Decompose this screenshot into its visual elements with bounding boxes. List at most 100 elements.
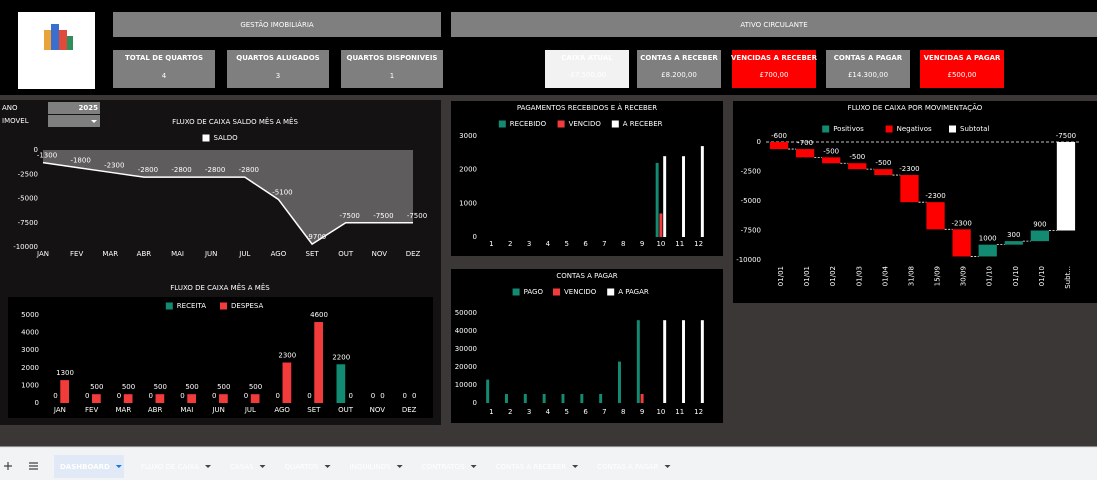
filter-box[interactable] — [48, 115, 100, 127]
sheet-list[interactable] — [29, 462, 38, 470]
filter-box[interactable] — [48, 102, 100, 114]
data-label: 1000 — [979, 235, 997, 243]
x-tick-label: AGO — [271, 250, 287, 258]
kpi-label: CAIXA ATUAL — [561, 54, 613, 62]
panel — [451, 101, 723, 256]
waterfall-bar — [978, 244, 997, 257]
sheet-tab[interactable]: CONTAS A RECEBER — [496, 463, 567, 471]
sheet-tab[interactable]: DASHBOARD — [60, 463, 110, 471]
title-bar — [451, 12, 1097, 37]
chart-title: PAGAMENTOS RECEBIDOS E À RECEBER — [517, 103, 657, 112]
data-label: 500 — [185, 383, 198, 391]
legend-label: DESPESA — [231, 302, 263, 310]
chart-title: FLUXO DE CAIXA MÊS A MÊS — [170, 283, 270, 292]
y-tick-label: 2000 — [21, 364, 39, 372]
y-tick-label: 0 — [473, 399, 477, 407]
data-label: 0 — [349, 392, 353, 400]
x-tick-label: JUL — [244, 406, 256, 414]
x-tick-label: 1 — [489, 408, 493, 416]
data-label: -2800 — [205, 166, 225, 174]
x-tick-label: NOV — [372, 250, 388, 258]
kpi-card — [920, 50, 1004, 88]
kpi-card — [113, 50, 215, 88]
logo-building — [67, 36, 73, 50]
x-tick-label: ABR — [137, 250, 152, 258]
kpi-value: £8.200,00 — [661, 71, 697, 79]
x-tick-label: 4 — [546, 408, 551, 416]
filter-label: IMOVEL — [2, 117, 29, 125]
sheet-tab[interactable]: QUARTOS — [285, 463, 320, 471]
x-tick-label: 30/09 — [960, 266, 968, 286]
x-tick-label: FEV — [70, 250, 83, 258]
data-label: 500 — [249, 383, 262, 391]
sheet-tab[interactable]: CASAS — [230, 463, 254, 471]
data-label: 500 — [217, 383, 230, 391]
data-label: 0 — [307, 392, 311, 400]
sheet-tab[interactable]: INQUILINOS — [350, 463, 392, 471]
data-label: 0 — [276, 392, 280, 400]
kpi-value: 3 — [276, 72, 280, 80]
x-tick-label: 5 — [565, 240, 569, 248]
x-tick-label: 10 — [656, 240, 665, 248]
logo-building — [59, 30, 67, 50]
legend-swatch — [165, 302, 173, 310]
y-tick-label: 0 — [35, 399, 39, 407]
data-label: -2800 — [239, 166, 259, 174]
tab-arrow — [396, 465, 403, 468]
tab-arrow — [470, 465, 477, 468]
logo-building — [44, 30, 51, 50]
kpi-label: CONTAS A RECEBER — [640, 54, 718, 62]
bar — [314, 322, 323, 403]
data-label: -2300 — [899, 165, 919, 173]
data-label: 4600 — [310, 311, 328, 319]
section-title: ATIVO CIRCULANTE — [740, 21, 807, 29]
y-tick-label: 1000 — [459, 199, 477, 207]
legend-label: RECEITA — [177, 302, 206, 310]
data-label: -2800 — [171, 166, 191, 174]
bar — [219, 394, 228, 403]
kpi-label: CONTAS A PAGAR — [834, 54, 903, 62]
data-label: 0 — [180, 392, 184, 400]
y-tick-label: 10000 — [455, 381, 477, 389]
bar — [282, 362, 292, 403]
bar — [505, 394, 508, 403]
kpi-label: QUARTOS DISPONIVEIS — [347, 54, 438, 62]
kpi-value: £700,00 — [760, 71, 789, 79]
x-tick-label: 12 — [694, 408, 703, 416]
kpi-card — [826, 50, 910, 88]
x-tick-label: 01/04 — [881, 265, 889, 286]
x-tick-label: SET — [306, 250, 320, 258]
sheet-tab[interactable]: CONTAS A PAGAR — [597, 463, 658, 471]
add-sheet[interactable] — [4, 462, 12, 470]
bar — [682, 320, 685, 403]
data-label: -500 — [823, 147, 839, 155]
y-tick-label: 2000 — [459, 166, 477, 174]
x-tick-label: 2 — [508, 240, 512, 248]
data-label: 500 — [154, 383, 167, 391]
logo-building — [51, 24, 59, 50]
x-tick-label: 01/10 — [986, 266, 994, 286]
data-label: -2300 — [104, 161, 124, 169]
data-label: 2300 — [278, 352, 296, 360]
dropdown-arrow — [91, 120, 97, 123]
data-label: 0 — [380, 392, 384, 400]
sheet-tab[interactable]: CONTRATOS — [422, 463, 466, 471]
y-tick-label: 50000 — [455, 309, 477, 317]
legend-swatch — [885, 125, 893, 133]
waterfall-bar — [1056, 142, 1076, 231]
x-tick-label: FEV — [85, 406, 98, 414]
legend-label: A RECEBER — [623, 120, 663, 128]
y-tick-label: -7500 — [741, 227, 761, 235]
legend-swatch — [557, 120, 565, 128]
x-tick-label: ABR — [148, 406, 163, 414]
x-tick-label: JAN — [36, 250, 49, 258]
data-label: -5100 — [272, 188, 292, 196]
bar — [250, 394, 260, 403]
kpi-value: 4 — [162, 72, 167, 80]
bar — [700, 146, 704, 237]
kpi-card — [732, 50, 816, 88]
data-label: 500 — [90, 383, 103, 391]
x-tick-label: MAR — [116, 406, 132, 414]
legend-label: RECEBIDO — [510, 120, 547, 128]
sheet-tab[interactable]: FLUXO DE CAIXA — [141, 463, 199, 471]
